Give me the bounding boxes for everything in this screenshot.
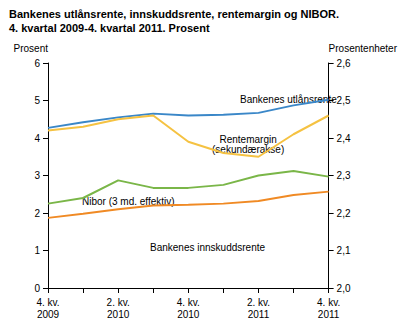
svg-text:2. kv.: 2. kv. [247, 297, 270, 308]
svg-text:2,3: 2,3 [337, 170, 351, 181]
svg-text:2,2: 2,2 [337, 208, 351, 219]
svg-text:Prosentenheter: Prosentenheter [329, 43, 398, 54]
svg-text:2,4: 2,4 [337, 133, 351, 144]
svg-text:2. kv.: 2. kv. [107, 297, 130, 308]
svg-text:4: 4 [34, 133, 40, 144]
svg-text:2011: 2011 [318, 309, 340, 320]
svg-text:5: 5 [34, 95, 40, 106]
svg-text:4. kv.: 4. kv. [36, 297, 59, 308]
svg-text:2,1: 2,1 [337, 245, 351, 256]
svg-text:0: 0 [34, 283, 40, 294]
svg-text:4. kv.: 4. kv. [317, 297, 340, 308]
svg-text:2011: 2011 [248, 309, 270, 320]
svg-text:Prosent: Prosent [14, 43, 49, 54]
svg-text:1: 1 [34, 245, 40, 256]
svg-text:2: 2 [34, 208, 40, 219]
svg-text:2009: 2009 [37, 309, 60, 320]
svg-text:4. kv.: 4. kv. [177, 297, 200, 308]
svg-text:Bankenes utlånsrente: Bankenes utlånsrente [240, 94, 337, 105]
svg-text:4. kvartal 2009-4. kvartal 201: 4. kvartal 2009-4. kvartal 2011. Prosent [9, 22, 210, 34]
svg-text:Bankenes utlånsrente, innskudd: Bankenes utlånsrente, innskuddsrente, re… [9, 8, 339, 20]
svg-text:2,6: 2,6 [337, 58, 351, 69]
svg-text:Bankenes innskuddsrente: Bankenes innskuddsrente [150, 242, 266, 253]
svg-text:6: 6 [34, 58, 40, 69]
svg-text:3: 3 [34, 170, 40, 181]
svg-text:2010: 2010 [107, 309, 130, 320]
svg-text:2,0: 2,0 [337, 283, 351, 294]
svg-text:Nibor (3 md. effektiv): Nibor (3 md. effektiv) [82, 195, 175, 207]
svg-text:(sekundærakse): (sekundærakse) [212, 143, 285, 155]
svg-text:2010: 2010 [177, 309, 200, 320]
svg-text:Rentemargin: Rentemargin [219, 133, 277, 145]
svg-text:2,5: 2,5 [337, 95, 351, 106]
